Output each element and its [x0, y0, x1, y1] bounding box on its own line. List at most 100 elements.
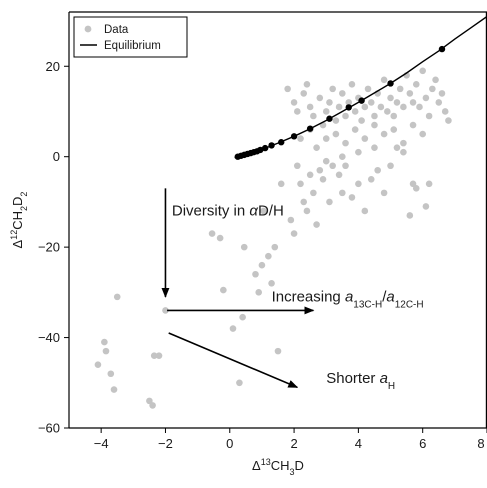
data-point: [326, 198, 333, 206]
data-point: [384, 108, 391, 115]
data-point: [390, 112, 398, 120]
y-tick-label: 0: [53, 149, 60, 164]
x-tick-label: −4: [94, 436, 109, 451]
equilibrium-point: [268, 142, 275, 149]
data-point: [287, 216, 295, 224]
data-point: [422, 203, 430, 210]
data-point: [329, 162, 336, 170]
annotation-diversity: Diversity in αD/H: [172, 202, 284, 219]
data-point: [306, 171, 314, 179]
data-point: [429, 85, 436, 93]
data-point: [380, 189, 388, 197]
data-point: [371, 112, 378, 120]
data-point: [335, 171, 343, 179]
data-point: [445, 117, 452, 124]
data-point: [236, 379, 243, 387]
y-tick-label: −20: [38, 240, 60, 255]
data-point: [300, 198, 308, 206]
data-point: [358, 117, 365, 124]
data-point: [258, 261, 266, 269]
data-point: [339, 90, 346, 97]
data-point: [412, 81, 420, 88]
x-tick-label: 6: [419, 436, 426, 451]
x-tick-label: 2: [290, 436, 297, 451]
equilibrium-point: [306, 125, 314, 132]
data-point: [268, 280, 275, 287]
data-point: [371, 121, 378, 129]
data-point: [220, 286, 227, 294]
equilibrium-point: [326, 115, 333, 122]
data-point: [252, 270, 259, 278]
data-point: [326, 99, 333, 106]
data-point: [260, 207, 267, 215]
data-point: [435, 99, 443, 106]
data-point: [107, 370, 115, 378]
data-point: [149, 402, 156, 409]
data-point: [113, 293, 121, 301]
data-point: [361, 103, 369, 111]
data-point: [393, 144, 401, 151]
equilibrium-point: [438, 45, 446, 53]
data-point: [409, 121, 417, 129]
data-point: [239, 313, 246, 321]
data-point: [367, 99, 375, 106]
data-point: [101, 338, 108, 346]
data-point: [438, 90, 446, 97]
x-tick-label: 0: [226, 436, 233, 451]
data-point: [310, 112, 317, 120]
data-point: [396, 85, 404, 93]
x-tick-label: −2: [158, 436, 173, 451]
arrow-shorter: [168, 332, 299, 389]
data-point: [361, 135, 369, 142]
data-point: [94, 361, 102, 368]
data-point: [387, 162, 394, 170]
data-point: [380, 76, 388, 84]
data-point: [277, 180, 285, 188]
data-point: [351, 126, 359, 133]
data-point: [229, 325, 237, 332]
data-point: [274, 347, 282, 355]
data-point: [441, 108, 449, 115]
data-point: [342, 139, 349, 147]
data-point: [306, 103, 314, 111]
annotation-increasing: Increasing a13C-H/a12C-H: [272, 288, 424, 310]
y-tick-label: −60: [38, 421, 60, 436]
data-point: [406, 90, 414, 97]
equilibrium-point: [278, 139, 285, 146]
data-point: [297, 180, 304, 188]
data-point: [425, 112, 433, 120]
data-point: [400, 139, 407, 147]
data-layer: [94, 15, 487, 409]
data-point: [361, 207, 369, 215]
data-point: [240, 243, 248, 251]
data-point: [409, 99, 417, 106]
data-point: [345, 99, 353, 106]
x-tick-label: 8: [477, 436, 484, 451]
data-point: [348, 81, 356, 88]
data-point: [393, 99, 401, 106]
data-point: [216, 234, 224, 242]
data-point: [208, 230, 216, 237]
equilibrium-point: [290, 133, 298, 140]
data-point: [110, 386, 118, 393]
y-tick-label: −40: [38, 330, 60, 345]
data-point: [290, 230, 298, 237]
data-point: [432, 76, 439, 84]
data-point: [400, 148, 407, 156]
data-point: [419, 67, 426, 75]
equilibrium-point: [261, 144, 269, 152]
data-point: [335, 103, 343, 111]
data-point: [406, 212, 414, 219]
x-axis-title: Δ13CH3D: [252, 457, 304, 477]
data-point: [351, 108, 359, 115]
data-point: [102, 347, 110, 355]
annotation-shorter: Shorter aH: [326, 370, 395, 392]
data-point: [322, 135, 330, 142]
equilibrium-point: [358, 97, 365, 104]
data-point: [316, 166, 324, 174]
data-point: [284, 85, 291, 93]
x-tick-label: 4: [355, 436, 362, 451]
data-point: [316, 94, 324, 102]
data-point: [303, 81, 311, 88]
